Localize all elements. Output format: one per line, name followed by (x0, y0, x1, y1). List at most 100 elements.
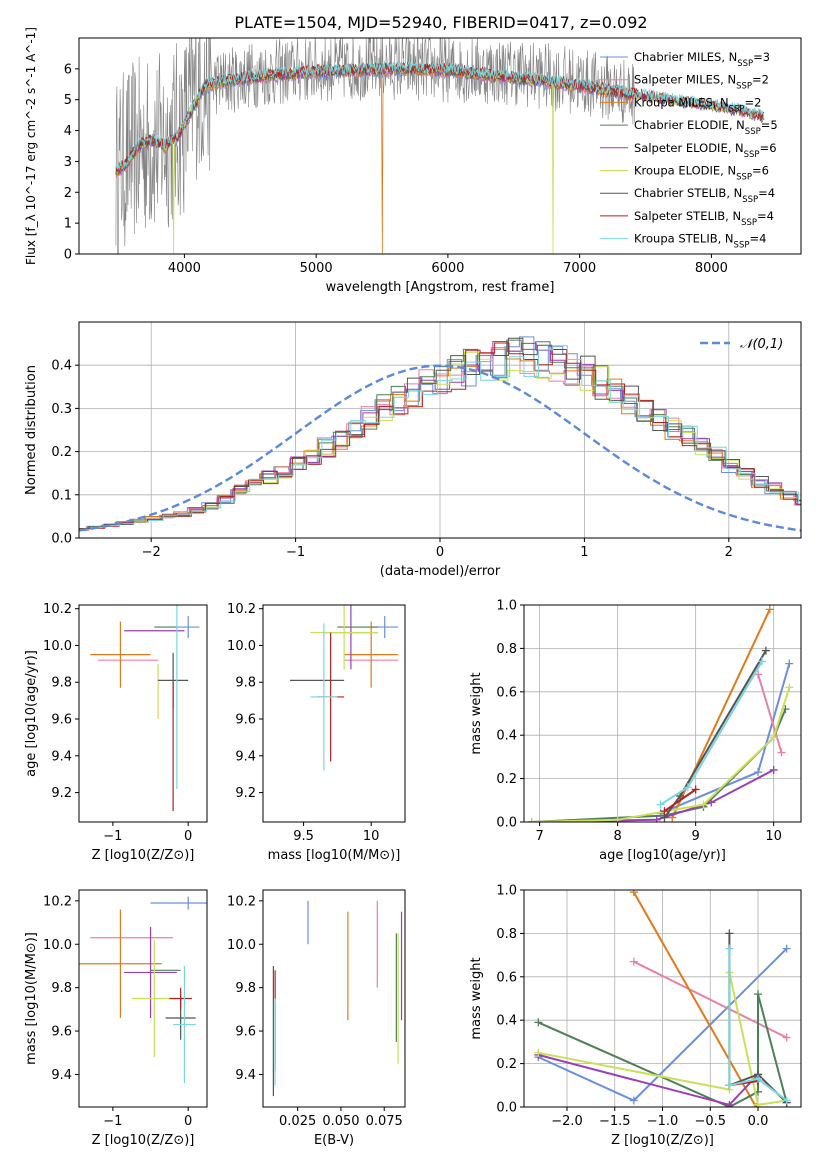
point-marker (707, 798, 716, 807)
point-marker (629, 890, 638, 897)
x-tick-label: 0.050 (322, 1114, 359, 1129)
legend-entry: Chabrier ELODIE, NSSP=5 (600, 118, 778, 137)
y-tick-label: 0.8 (496, 642, 517, 657)
point-marker (754, 1074, 763, 1083)
x-tick-label: 5000 (300, 261, 333, 276)
point-marker (691, 785, 700, 794)
x-axis-label: wavelength [Angstrom, rest frame] (326, 280, 555, 295)
histogram-step (79, 336, 801, 530)
point-marker (782, 944, 791, 953)
series-line (633, 960, 788, 1039)
legend-entry: Kroupa STELIB, NSSP=4 (600, 232, 766, 251)
x-tick-label: 0.075 (366, 1114, 403, 1129)
model-line (115, 61, 765, 170)
x-tick-label: −1 (103, 829, 122, 844)
x-tick-label: 0.0 (748, 1114, 769, 1129)
point-marker (754, 990, 763, 999)
point-marker (660, 807, 669, 816)
axes-frame (262, 889, 406, 1108)
point-marker (699, 800, 708, 809)
legend-label: 𝒩(0,1) (740, 337, 783, 352)
plot-area (524, 605, 801, 822)
x-axis-label: (data-model)/error (380, 564, 501, 579)
y-tick-label: 9.6 (235, 1025, 256, 1040)
y-tick-label: 0.1 (51, 488, 72, 503)
y-tick-label: 5 (64, 93, 72, 108)
y-axis-label: Flux [f_λ 10^-17 erg cm^-2 s^-1 A^-1] (24, 27, 38, 265)
point-marker (761, 646, 770, 655)
model-line (115, 60, 765, 173)
errorbar-point (150, 896, 207, 910)
y-tick-label: 1.0 (496, 599, 517, 614)
errorbar-point (79, 909, 162, 1019)
plot-area (290, 605, 399, 771)
y-tick-label: 0.2 (496, 772, 517, 787)
x-axis-label: Z [log10(Z/Z⊙)] (92, 1133, 195, 1148)
y-axis-label: mass [log10(M/M⊙)] (24, 932, 39, 1065)
y-tick-label: 9.8 (51, 981, 72, 996)
x-tick-label: −1 (103, 1114, 122, 1129)
axes-frame (78, 889, 208, 1108)
y-tick-label: 10.0 (43, 938, 72, 953)
legend-label: Salpeter MILES, NSSP=2 (634, 73, 769, 92)
x-tick-label: 10 (765, 829, 782, 844)
y-tick-label: 9.8 (51, 676, 72, 691)
panel-mass-vs-Z: −1 0 9.4 9.6 9.8 10.0 10.2 Z [log10(Z/Z⊙)] mass … (24, 889, 208, 1148)
legend-label: Kroupa MILES, NSSP=2 (634, 95, 761, 114)
errorbar-point (176, 616, 200, 639)
y-tick-label: 9.4 (51, 749, 72, 764)
legend-label: Chabrier MILES, NSSP=3 (634, 50, 770, 69)
axes-frame (78, 37, 802, 255)
legend-label: Salpeter ELODIE, NSSP=6 (634, 141, 777, 160)
plot-area (115, 38, 765, 254)
y-tick-label: 10.2 (227, 602, 256, 617)
point-marker (769, 765, 778, 774)
legend-entry: Chabrier STELIB, NSSP=4 (600, 186, 775, 205)
legend-label: Kroupa ELODIE, NSSP=6 (634, 164, 769, 183)
y-tick-label: 0.0 (496, 1101, 517, 1116)
y-tick-label: 10.2 (43, 602, 72, 617)
x-axis-label: Z [log10(Z/Z⊙)] (611, 1133, 714, 1148)
x-tick-label: 0.025 (279, 1114, 316, 1129)
y-tick-label: 0.0 (496, 816, 517, 831)
x-tick-label: −1 (286, 545, 305, 560)
errorbar-point (169, 987, 192, 1010)
series-line (632, 891, 757, 1107)
y-axis-label: Normed distribution (24, 365, 39, 495)
axes-frame (523, 889, 802, 1108)
x-tick-label: 0 (184, 829, 192, 844)
y-tick-label: 0.2 (51, 445, 72, 460)
y-tick-label: 10.0 (227, 639, 256, 654)
errorbar-point (310, 605, 378, 670)
legend-label: Kroupa STELIB, NSSP=4 (634, 232, 766, 251)
errorbar-point (124, 926, 177, 1019)
histogram-step (79, 342, 801, 530)
y-tick-label: 0.2 (496, 1057, 517, 1072)
plot-area (90, 605, 200, 811)
y-axis-label: mass weight (469, 957, 484, 1039)
y-tick-label: 2 (64, 186, 72, 201)
point-marker (782, 1033, 791, 1042)
point-marker (777, 748, 786, 757)
x-tick-label: 0 (436, 545, 444, 560)
panel-age-vs-Z: −1 0 9.2 9.4 9.6 9.8 10.0 10.2 Z [log10(Z/Z⊙)] ag… (24, 602, 208, 863)
y-tick-label: 9.6 (51, 713, 72, 728)
y-tick-label: 9.4 (51, 1068, 72, 1083)
panel-residual-hist: −2 −1 0 1 2 0.0 0.1 0.2 0.3 0.4 (data-model)/error… (24, 321, 802, 579)
histogram-step (79, 341, 801, 531)
y-tick-label: 0.6 (496, 685, 517, 700)
series-line (728, 948, 788, 1102)
errorbar-point (310, 623, 338, 771)
errorbar-point (173, 965, 196, 1084)
axes-frame (523, 604, 802, 823)
legend-label: Salpeter STELIB, NSSP=4 (634, 209, 774, 228)
y-tick-label: 0.4 (496, 729, 517, 744)
point-marker (629, 1096, 638, 1105)
x-axis-label: Z [log10(Z/Z⊙)] (92, 848, 195, 863)
x-axis-label: age [log10(age/yr)] (599, 848, 726, 863)
y-tick-label: 0.4 (496, 1014, 517, 1029)
x-tick-label: −2 (142, 545, 161, 560)
point-marker (765, 605, 774, 614)
axes-frame (78, 604, 208, 823)
